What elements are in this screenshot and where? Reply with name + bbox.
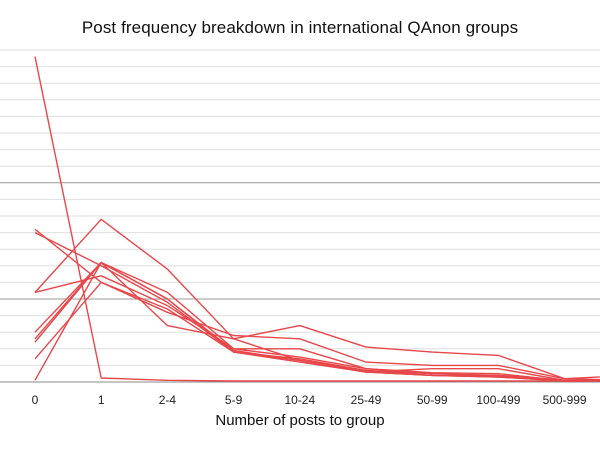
chart-title: Post frequency breakdown in internationa… bbox=[81, 18, 519, 37]
x-tick-label: 1 bbox=[98, 393, 105, 407]
x-tick-label: 0 bbox=[32, 393, 39, 407]
gridlines bbox=[0, 49, 600, 383]
x-tick-label: 10-24 bbox=[284, 393, 315, 407]
series-line-9 bbox=[34, 275, 600, 382]
x-tick-label: 2-4 bbox=[159, 393, 177, 407]
x-tick-label: 25-49 bbox=[351, 393, 382, 407]
series-line-10 bbox=[34, 231, 600, 382]
x-tick-label: 50-99 bbox=[417, 393, 448, 407]
series-line-1 bbox=[34, 56, 600, 382]
series-line-2 bbox=[34, 228, 600, 380]
x-tick-labels: 0 1 2-4 5-9 10-24 25-49 50-99 100-499 500-999 bbox=[32, 393, 587, 407]
series-line-8 bbox=[34, 261, 600, 381]
series-line-3 bbox=[34, 218, 600, 381]
x-tick-label: 500-999 bbox=[543, 393, 587, 407]
x-tick-label: 5-9 bbox=[225, 393, 243, 407]
x-tick-label: 100-499 bbox=[476, 393, 520, 407]
x-axis-label: Number of posts to group bbox=[215, 412, 385, 429]
series-lines bbox=[34, 56, 600, 382]
